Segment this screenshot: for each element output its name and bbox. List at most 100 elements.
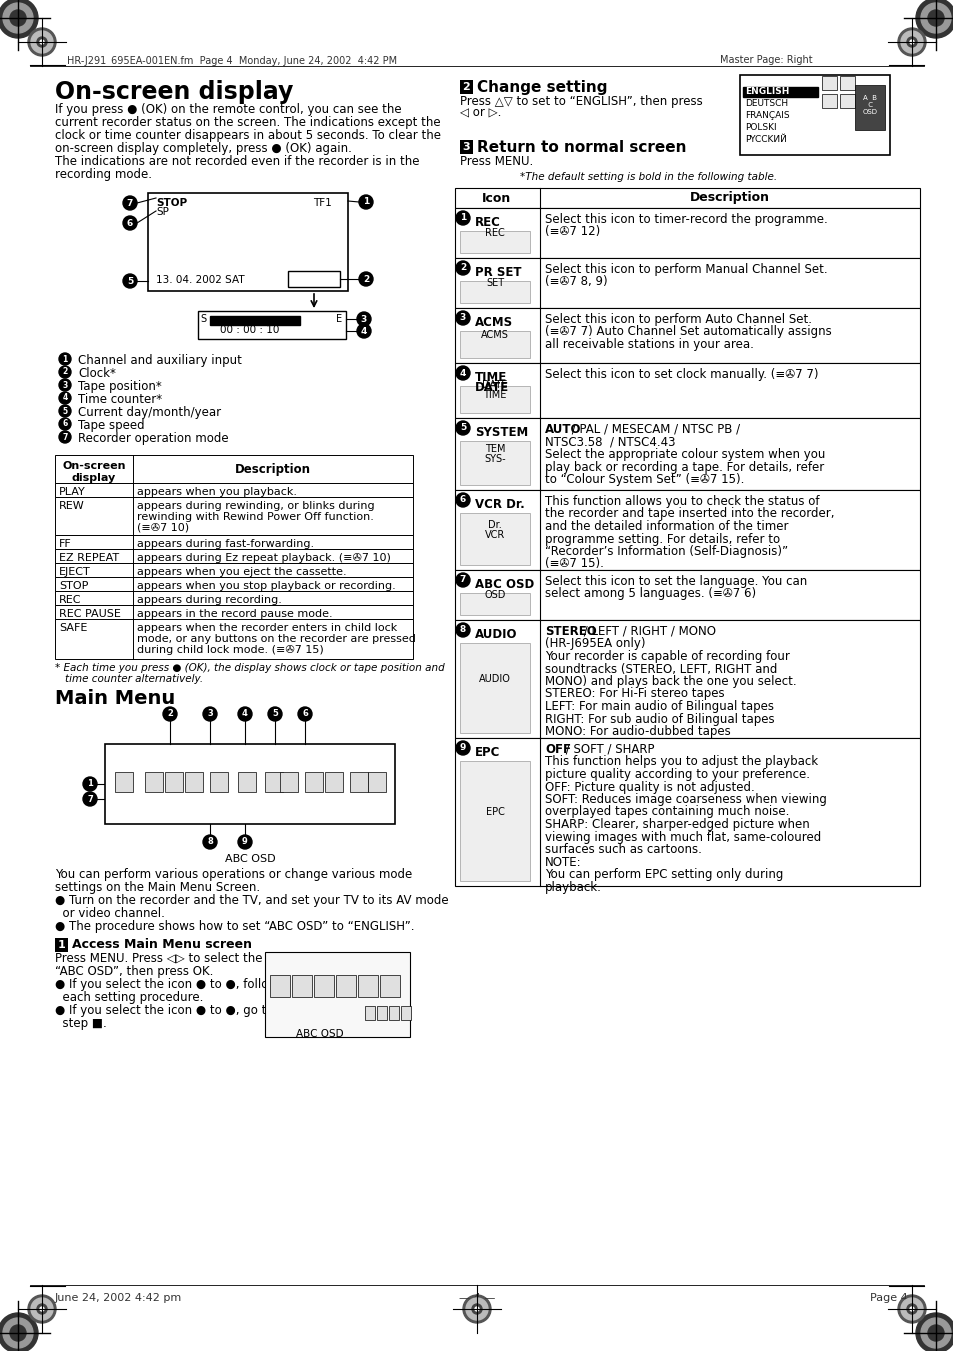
Text: 6: 6 <box>127 219 133 227</box>
Text: ABC OSD: ABC OSD <box>475 578 534 590</box>
Bar <box>314 975 334 997</box>
Bar <box>305 771 323 792</box>
Text: If you press ● (OK) on the remote control, you can see the: If you press ● (OK) on the remote contro… <box>55 103 401 116</box>
Text: current recorder status on the screen. The indications except the: current recorder status on the screen. T… <box>55 116 440 128</box>
Bar <box>325 771 343 792</box>
Text: EPC: EPC <box>485 807 504 817</box>
Bar <box>459 331 530 358</box>
Text: TIME: TIME <box>483 390 506 400</box>
Text: Dr.: Dr. <box>488 520 501 530</box>
Text: REC: REC <box>475 216 500 230</box>
Circle shape <box>456 311 470 326</box>
Bar <box>55 497 413 535</box>
Text: Clock*: Clock* <box>78 367 115 380</box>
Text: (≡✇7 12): (≡✇7 12) <box>544 226 599 239</box>
Bar <box>368 771 386 792</box>
Bar <box>455 417 919 490</box>
Text: programme setting. For details, refer to: programme setting. For details, refer to <box>544 532 780 546</box>
Text: HR-J291_695EA-001EN.fm  Page 4  Monday, June 24, 2002  4:42 PM: HR-J291_695EA-001EN.fm Page 4 Monday, Ju… <box>67 55 396 66</box>
Bar <box>55 549 413 563</box>
Bar <box>55 484 413 497</box>
Bar <box>55 605 413 619</box>
Bar <box>459 513 530 565</box>
Text: Select this icon to set the language. You can: Select this icon to set the language. Yo… <box>544 576 806 588</box>
Text: STOP: STOP <box>59 581 89 590</box>
Bar <box>455 738 919 886</box>
Circle shape <box>920 1319 950 1348</box>
Circle shape <box>456 366 470 380</box>
Circle shape <box>356 324 371 338</box>
Bar <box>389 1006 398 1020</box>
Text: 4: 4 <box>62 393 68 403</box>
Text: DATE: DATE <box>475 381 509 394</box>
Circle shape <box>475 1306 478 1310</box>
Bar <box>365 1006 375 1020</box>
Bar <box>455 208 919 258</box>
Text: Your recorder is capable of recording four: Your recorder is capable of recording fo… <box>544 650 789 663</box>
Circle shape <box>59 392 71 404</box>
Text: FRANÇAIS: FRANÇAIS <box>744 111 789 120</box>
Text: 9: 9 <box>242 838 248 847</box>
Circle shape <box>456 573 470 586</box>
Circle shape <box>915 0 953 38</box>
Text: PLAY: PLAY <box>59 486 86 497</box>
Bar <box>459 141 473 154</box>
Text: Select the appropriate colour system when you: Select the appropriate colour system whe… <box>544 449 824 461</box>
Text: / LEFT / RIGHT / MONO: / LEFT / RIGHT / MONO <box>579 626 715 638</box>
Text: 1: 1 <box>362 197 369 207</box>
Text: June 24, 2002 4:42 pm: June 24, 2002 4:42 pm <box>55 1293 182 1302</box>
Text: settings on the Main Menu Screen.: settings on the Main Menu Screen. <box>55 881 260 894</box>
Text: E: E <box>335 313 342 324</box>
Circle shape <box>897 1296 925 1323</box>
Text: Tape speed: Tape speed <box>78 419 145 432</box>
Bar <box>821 95 836 108</box>
Bar <box>265 771 283 792</box>
Circle shape <box>123 216 137 230</box>
Text: You can perform various operations or change various mode: You can perform various operations or ch… <box>55 867 412 881</box>
Text: ACMS: ACMS <box>475 316 513 330</box>
Bar <box>55 577 413 590</box>
Text: 8: 8 <box>207 838 213 847</box>
Text: 11 : 00: 11 : 00 <box>292 274 328 284</box>
Text: Icon: Icon <box>482 192 511 204</box>
Text: Select this icon to set clock manually. (≡✇7 7): Select this icon to set clock manually. … <box>544 367 818 381</box>
Text: during child lock mode. (≡✇7 15): during child lock mode. (≡✇7 15) <box>137 644 323 655</box>
Circle shape <box>163 707 177 721</box>
Text: (HR-J695EA only): (HR-J695EA only) <box>544 638 645 650</box>
Text: surfaces such as cartoons.: surfaces such as cartoons. <box>544 843 701 857</box>
Text: 5: 5 <box>127 277 133 285</box>
Text: 2: 2 <box>362 274 369 284</box>
Text: soundtracks (STEREO, LEFT, RIGHT and: soundtracks (STEREO, LEFT, RIGHT and <box>544 662 777 676</box>
Bar <box>459 593 530 615</box>
Bar <box>854 85 884 130</box>
Circle shape <box>10 9 26 26</box>
Circle shape <box>28 28 56 55</box>
Bar <box>165 771 183 792</box>
Circle shape <box>3 1319 33 1348</box>
Text: REW: REW <box>59 501 85 511</box>
Circle shape <box>915 1313 953 1351</box>
Text: rewinding with Rewind Power Off function.: rewinding with Rewind Power Off function… <box>137 512 374 521</box>
Text: SP: SP <box>156 207 169 218</box>
Bar <box>115 771 132 792</box>
Circle shape <box>237 835 252 848</box>
Text: OFF: Picture quality is not adjusted.: OFF: Picture quality is not adjusted. <box>544 781 754 793</box>
Text: This function helps you to adjust the playback: This function helps you to adjust the pl… <box>544 755 818 769</box>
Circle shape <box>456 261 470 276</box>
Text: appears during rewinding, or blinks during: appears during rewinding, or blinks duri… <box>137 501 375 511</box>
Text: 13. 04. 2002 SAT: 13. 04. 2002 SAT <box>156 276 244 285</box>
Text: appears when you eject the cassette.: appears when you eject the cassette. <box>137 567 346 577</box>
Circle shape <box>456 422 470 435</box>
Text: Recorder operation mode: Recorder operation mode <box>78 432 229 444</box>
Text: (≡✇7 7) Auto Channel Set automatically assigns: (≡✇7 7) Auto Channel Set automatically a… <box>544 326 831 339</box>
Circle shape <box>927 9 943 26</box>
Text: each setting procedure.: each setting procedure. <box>55 992 203 1004</box>
Text: ● Turn on the recorder and the TV, and set your TV to its AV mode: ● Turn on the recorder and the TV, and s… <box>55 894 448 907</box>
Text: 6: 6 <box>62 420 68 428</box>
Text: 8: 8 <box>459 626 466 635</box>
Bar <box>55 590 413 605</box>
Text: 3: 3 <box>360 315 367 323</box>
Bar <box>400 1006 411 1020</box>
Text: viewing images with much flat, same-coloured: viewing images with much flat, same-colo… <box>544 831 821 843</box>
Text: mode, or any buttons on the recorder are pressed: mode, or any buttons on the recorder are… <box>137 634 416 644</box>
